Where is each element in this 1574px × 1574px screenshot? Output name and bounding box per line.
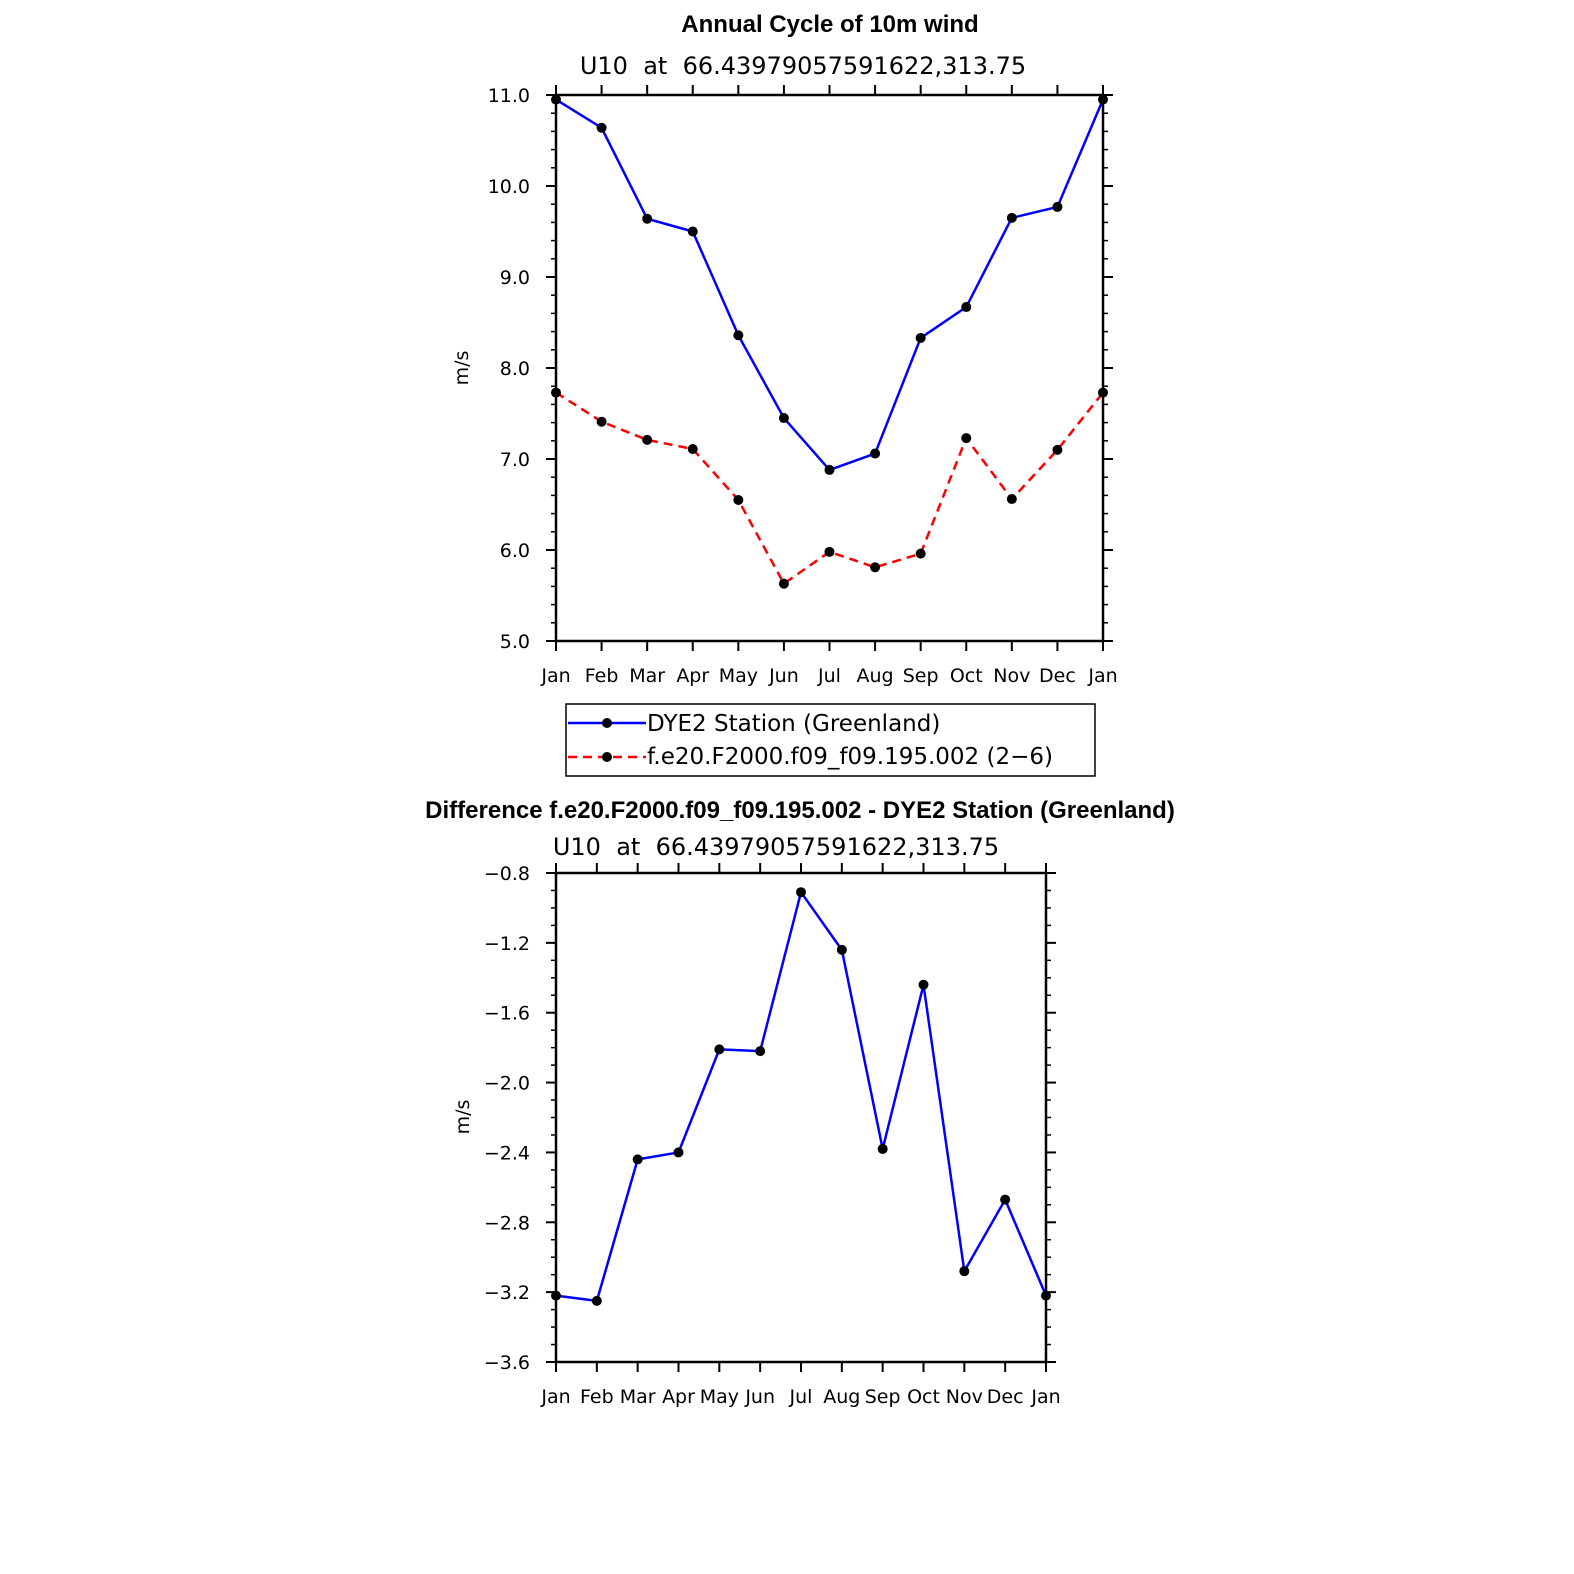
y-tick-label: 9.0: [500, 267, 530, 289]
top-chart-title: Annual Cycle of 10m wind: [681, 11, 978, 38]
data-point: [1052, 201, 1063, 212]
x-tick-label: May: [700, 1386, 739, 1408]
data-point: [915, 548, 926, 559]
x-tick-label: Jan: [540, 665, 570, 687]
y-tick-label: 10.0: [488, 176, 530, 198]
series-line-1: [555, 98, 1105, 472]
x-tick-label: Jun: [768, 665, 799, 687]
data-point: [778, 413, 789, 424]
data-point: [796, 887, 806, 898]
bottom-chart-axes: Jan Feb Mar Apr May Jun Jul Aug Sep Oct Nov Dec Jan−…: [484, 863, 1061, 1408]
bottom-chart-frame: [554, 871, 1048, 1364]
data-point: [673, 1147, 684, 1158]
top-chart-ylabel: m/s: [451, 351, 473, 386]
legend-box: [565, 703, 1096, 777]
data-point: [714, 1044, 725, 1055]
x-tick-label: Sep: [865, 1386, 901, 1408]
data-point: [877, 1143, 888, 1154]
x-tick-label: Jan: [1030, 1386, 1060, 1408]
y-tick-label: −1.2: [484, 933, 530, 955]
legend-label-series-2: f.e20.F2000.f09_f09.195.002 (2−6): [647, 744, 1053, 770]
x-tick-label: Feb: [585, 665, 619, 687]
x-tick-label: Sep: [903, 665, 939, 687]
y-tick-label: −3.6: [484, 1352, 530, 1374]
data-point: [824, 464, 835, 475]
data-point: [642, 434, 653, 445]
x-tick-label: Feb: [580, 1386, 614, 1408]
bottom-chart-ylabel: m/s: [452, 1100, 474, 1135]
x-tick-label: Apr: [662, 1386, 695, 1408]
x-tick-label: Dec: [1039, 665, 1076, 687]
y-tick-label: 5.0: [500, 631, 530, 653]
x-tick-label: Aug: [857, 665, 894, 687]
data-point: [755, 1046, 766, 1057]
data-point: [733, 330, 744, 341]
x-tick-label: Oct: [950, 665, 983, 687]
data-point: [961, 433, 972, 444]
data-point: [824, 546, 835, 557]
data-point: [918, 979, 929, 990]
x-tick-label: Nov: [993, 665, 1030, 687]
x-tick-label: Jan: [1087, 665, 1117, 687]
x-tick-label: Nov: [946, 1386, 983, 1408]
data-point: [870, 562, 881, 573]
y-tick-label: −1.6: [484, 1003, 530, 1025]
data-point: [1006, 494, 1017, 505]
x-tick-label: Dec: [987, 1386, 1024, 1408]
bottom-chart-marks: [551, 887, 1051, 1306]
x-tick-label: Jan: [540, 1386, 570, 1408]
x-tick-label: Mar: [629, 665, 665, 687]
legend: DYE2 Station (Greenland) f.e20.F2000.f09…: [565, 703, 1096, 777]
bottom-chart-subtitle: U10 at 66.43979057591622,313.75: [553, 833, 999, 861]
series-line-1: [555, 890, 1048, 1303]
y-tick-label: −2.0: [484, 1073, 530, 1095]
legend-marker-series-1: [602, 718, 612, 728]
data-point: [687, 443, 698, 454]
y-tick-label: 6.0: [500, 540, 530, 562]
y-tick-label: 7.0: [500, 449, 530, 471]
data-point: [961, 302, 972, 313]
y-tick-label: 8.0: [500, 358, 530, 380]
data-point: [836, 944, 847, 955]
y-tick-label: −2.4: [484, 1142, 530, 1164]
x-tick-label: Jul: [817, 665, 841, 687]
x-tick-label: Mar: [620, 1386, 656, 1408]
x-tick-label: May: [719, 665, 758, 687]
top-chart: Annual Cycle of 10m wind U10 at 66.43979…: [451, 11, 1118, 687]
data-point: [591, 1295, 602, 1306]
y-tick-label: 11.0: [488, 85, 530, 107]
data-point: [596, 122, 607, 133]
y-tick-label: −2.8: [484, 1212, 530, 1234]
top-chart-subtitle: U10 at 66.43979057591622,313.75: [580, 52, 1026, 80]
x-tick-label: Oct: [907, 1386, 940, 1408]
data-point: [687, 226, 698, 237]
data-point: [1006, 212, 1017, 223]
x-tick-label: Jun: [744, 1386, 775, 1408]
top-chart-axes: Jan Feb Mar Apr May Jun Jul Aug Sep Oct Nov Dec Jan 5…: [488, 85, 1118, 687]
legend-label-series-1: DYE2 Station (Greenland): [647, 711, 940, 737]
data-point: [915, 332, 926, 343]
legend-marker-series-2: [602, 752, 612, 762]
x-tick-label: Aug: [823, 1386, 860, 1408]
data-point: [1052, 444, 1063, 455]
data-point: [870, 448, 881, 459]
top-chart-marks: [551, 94, 1108, 589]
data-point: [642, 213, 653, 224]
top-chart-frame: [554, 93, 1105, 643]
y-tick-label: −3.2: [484, 1282, 530, 1304]
data-point: [632, 1154, 643, 1165]
bottom-chart: Difference f.e20.F2000.f09_f09.195.002 -…: [425, 797, 1175, 1408]
x-tick-label: Apr: [676, 665, 709, 687]
x-tick-label: Jul: [789, 1386, 813, 1408]
data-point: [959, 1266, 970, 1277]
data-point: [778, 578, 789, 589]
data-point: [596, 416, 607, 427]
data-point: [1000, 1194, 1011, 1205]
y-tick-label: −0.8: [484, 863, 530, 885]
data-point: [733, 494, 744, 505]
bottom-chart-title: Difference f.e20.F2000.f09_f09.195.002 -…: [425, 797, 1175, 824]
